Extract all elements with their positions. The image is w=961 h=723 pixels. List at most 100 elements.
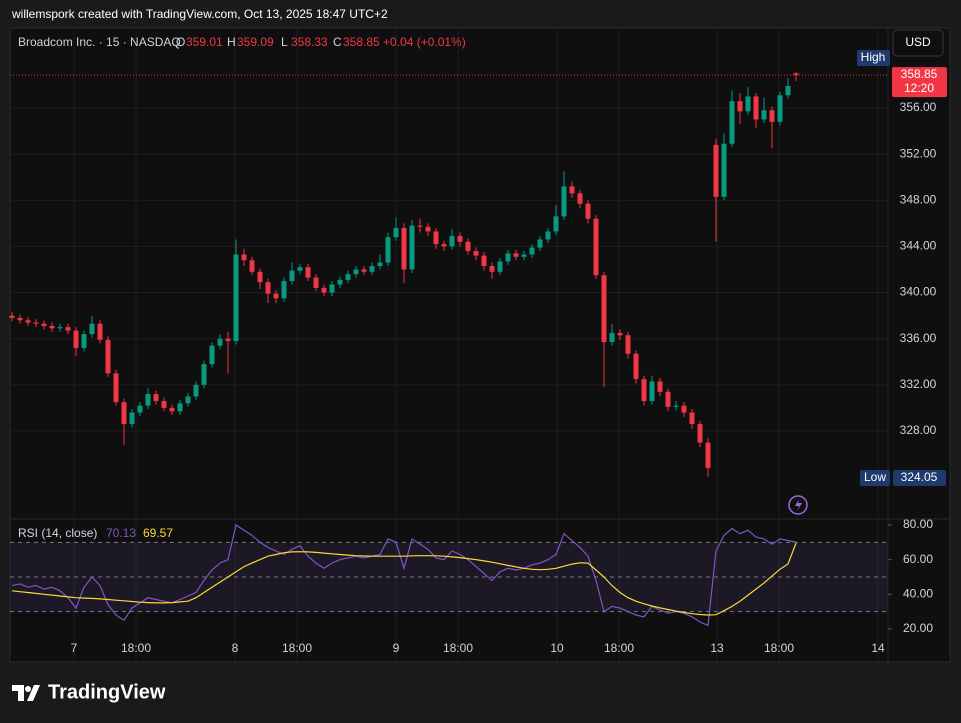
candle-body bbox=[417, 225, 423, 227]
y-tick-label: 332.00 bbox=[900, 377, 937, 391]
candle-body bbox=[49, 326, 55, 329]
candle-body bbox=[481, 255, 487, 267]
candle-body bbox=[305, 267, 311, 278]
y-tick-label: 352.00 bbox=[900, 146, 937, 160]
candle-body bbox=[81, 334, 87, 348]
candle-body bbox=[225, 338, 231, 342]
candle-body bbox=[617, 332, 623, 336]
y-tick-label: 60.00 bbox=[903, 552, 933, 566]
symbol-title: Broadcom Inc. · 15 · NASDAQ bbox=[18, 35, 181, 49]
rsi-line bbox=[11, 542, 797, 616]
price-tag-time: 12:20 bbox=[904, 81, 934, 95]
assistant-icon[interactable] bbox=[788, 495, 808, 515]
currency-box[interactable] bbox=[892, 29, 944, 57]
candle-body bbox=[313, 277, 319, 288]
candle-body bbox=[729, 101, 735, 144]
candle-body bbox=[449, 236, 455, 247]
x-tick-label: 18:00 bbox=[443, 641, 473, 655]
candle-body bbox=[385, 237, 391, 263]
y-tick-label: 356.00 bbox=[900, 100, 937, 114]
candle-body bbox=[113, 373, 119, 403]
candle-body bbox=[193, 384, 199, 397]
candle-body bbox=[537, 239, 543, 248]
candle-body bbox=[65, 327, 71, 331]
candle-body bbox=[121, 402, 127, 425]
candle-body bbox=[177, 403, 183, 412]
candle-body bbox=[665, 391, 671, 407]
candle-body bbox=[553, 216, 559, 232]
candle-body bbox=[609, 332, 615, 343]
candle-body bbox=[33, 322, 39, 324]
x-tick-label: 18:00 bbox=[604, 641, 634, 655]
candle-body bbox=[513, 253, 519, 257]
candle-body bbox=[593, 218, 599, 276]
y-tick-label: 340.00 bbox=[900, 285, 937, 299]
candle-body bbox=[9, 315, 15, 318]
x-tick-label: 7 bbox=[71, 641, 78, 655]
candle-body bbox=[585, 203, 591, 219]
credit: willemspork created with TradingView.com… bbox=[11, 7, 388, 21]
candle-body bbox=[761, 110, 767, 120]
ohlc-label: L bbox=[281, 35, 288, 49]
indicator-title: RSI (14, close) bbox=[18, 526, 97, 540]
candle-body bbox=[201, 364, 207, 385]
candle-body bbox=[769, 110, 775, 122]
candle-body bbox=[441, 244, 447, 247]
candle-body bbox=[529, 247, 535, 255]
candle-body bbox=[505, 253, 511, 262]
candle-body bbox=[289, 270, 295, 282]
ohlc-label: O bbox=[176, 35, 185, 49]
low-value: 324.05 bbox=[901, 470, 938, 484]
candle-body bbox=[721, 143, 727, 197]
x-tick-label: 18:00 bbox=[764, 641, 794, 655]
candle-body bbox=[257, 271, 263, 283]
candle-body bbox=[185, 396, 191, 404]
currency[interactable]: USD bbox=[905, 35, 931, 49]
x-tick-label: 18:00 bbox=[121, 641, 151, 655]
icon-ring[interactable] bbox=[788, 495, 808, 515]
candle-body bbox=[97, 323, 103, 340]
ohlc-value: 358.85 bbox=[343, 35, 380, 49]
candle-body bbox=[409, 225, 415, 270]
candle-body bbox=[377, 262, 383, 267]
x-tick-label: 9 bbox=[393, 641, 400, 655]
candle-body bbox=[265, 282, 271, 294]
y-tick-label: 348.00 bbox=[900, 192, 937, 206]
candle-body bbox=[737, 101, 743, 112]
candle-body bbox=[297, 267, 303, 271]
candle-body bbox=[105, 339, 111, 374]
low-label: Low bbox=[864, 470, 886, 484]
rsi-line bbox=[11, 524, 797, 627]
candle-body bbox=[673, 405, 679, 407]
candle-body bbox=[321, 287, 327, 293]
candle-body bbox=[209, 345, 215, 365]
candle-body bbox=[233, 254, 239, 342]
ohlc-label: C bbox=[333, 35, 342, 49]
candle-body bbox=[249, 260, 255, 272]
candle-body bbox=[137, 405, 143, 413]
candle-body bbox=[169, 407, 175, 412]
brand: TradingView bbox=[48, 681, 166, 703]
low-tag bbox=[860, 470, 890, 486]
candle-body bbox=[785, 86, 791, 96]
price-tag-value: 358.85 bbox=[901, 67, 938, 81]
logo-dot bbox=[25, 686, 31, 692]
candle-body bbox=[153, 394, 159, 402]
candle-body bbox=[753, 96, 759, 120]
change: +0.04 (+0.01%) bbox=[383, 35, 466, 49]
candle-body bbox=[217, 338, 223, 346]
candle-body bbox=[369, 266, 375, 272]
logo: TradingView bbox=[12, 681, 166, 703]
logo-mark bbox=[12, 685, 40, 701]
candle-body bbox=[713, 144, 719, 197]
candle-body bbox=[777, 95, 783, 122]
icon-bolt[interactable] bbox=[795, 499, 802, 511]
candle-body bbox=[545, 231, 551, 240]
high-label: High bbox=[861, 50, 886, 64]
candle-body bbox=[745, 96, 751, 112]
chart-frame bbox=[9, 27, 951, 663]
candle-body bbox=[657, 381, 663, 392]
candle-body bbox=[697, 424, 703, 443]
candle-body bbox=[25, 320, 31, 323]
